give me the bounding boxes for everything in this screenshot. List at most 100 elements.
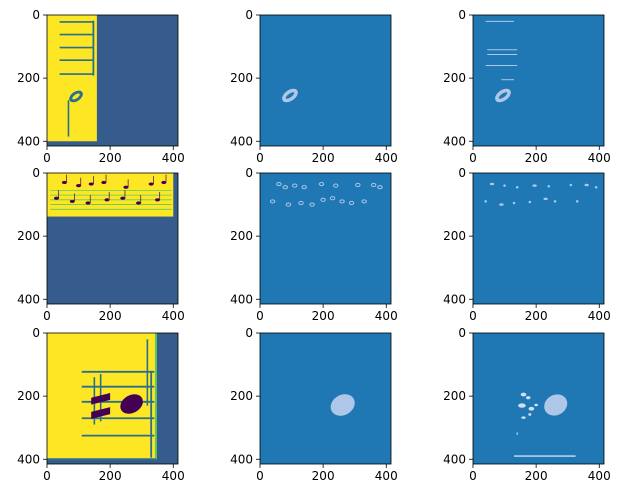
prediction-background xyxy=(473,333,604,464)
mask-blob xyxy=(355,182,361,188)
mask-blob xyxy=(309,202,315,207)
prediction-fragment xyxy=(526,396,531,400)
prediction-blob xyxy=(547,184,551,188)
x-tick-label: 200 xyxy=(99,469,122,483)
y-tick-label: 200 xyxy=(17,389,40,403)
prediction-blob xyxy=(553,200,557,203)
axes-frame xyxy=(259,172,392,305)
x-tick-label: 200 xyxy=(312,151,335,165)
note-head xyxy=(123,185,129,189)
y-tick-label: 200 xyxy=(17,71,40,85)
y-tick-label: 0 xyxy=(32,8,40,22)
x-tick-label: 0 xyxy=(469,309,477,323)
mask-blob xyxy=(276,181,282,187)
x-tick-label: 400 xyxy=(588,469,611,483)
accidental-bar xyxy=(91,407,111,419)
note-head xyxy=(101,180,107,185)
x-tick-label: 200 xyxy=(312,309,335,323)
paper-region xyxy=(47,15,97,142)
note-head xyxy=(88,182,94,186)
y-tick-label: 0 xyxy=(245,8,253,22)
x-tick-label: 200 xyxy=(525,469,548,483)
x-tick-label: 0 xyxy=(43,309,51,323)
prediction-fragment xyxy=(520,392,527,397)
x-tick-label: 0 xyxy=(43,151,51,165)
panel-image-music-notation-crop-input xyxy=(47,333,178,464)
y-tick-label: 0 xyxy=(245,326,253,340)
x-tick-label: 400 xyxy=(162,151,185,165)
x-tick-label: 400 xyxy=(588,309,611,323)
x-tick-label: 0 xyxy=(43,469,51,483)
prediction-blob xyxy=(532,184,537,187)
note-head xyxy=(120,196,126,200)
y-tick-label: 400 xyxy=(17,452,40,466)
axes-frame xyxy=(46,14,179,147)
mask-blob xyxy=(318,181,325,187)
note-head xyxy=(85,201,91,205)
mask-blob xyxy=(298,200,304,206)
y-tick-label: 400 xyxy=(230,134,253,148)
note-head xyxy=(161,180,167,185)
prediction-blob-hole xyxy=(498,92,508,99)
panel-image-music-notation-crop-input xyxy=(47,173,178,304)
y-tick-label: 200 xyxy=(443,229,466,243)
axes-frame xyxy=(472,332,605,465)
prediction-blob xyxy=(512,201,516,205)
x-tick-label: 200 xyxy=(312,469,335,483)
y-tick-label: 400 xyxy=(17,134,40,148)
note-head xyxy=(104,198,110,202)
panel-image-prediction xyxy=(473,15,604,146)
x-tick-label: 0 xyxy=(469,469,477,483)
panel-image-mask xyxy=(260,15,391,146)
mask-blob xyxy=(301,185,307,190)
prediction-background xyxy=(473,173,604,304)
x-tick-label: 200 xyxy=(99,309,122,323)
mask-blob xyxy=(339,199,345,204)
prediction-blob xyxy=(515,185,519,189)
mask-blob xyxy=(269,199,276,204)
x-tick-label: 0 xyxy=(256,469,264,483)
y-tick-label: 400 xyxy=(443,292,466,306)
y-tick-label: 400 xyxy=(17,292,40,306)
note-head xyxy=(120,394,143,414)
axes-frame xyxy=(46,172,179,305)
mask-blob xyxy=(320,197,326,202)
y-tick-label: 0 xyxy=(458,166,466,180)
x-tick-label: 400 xyxy=(588,151,611,165)
note-head xyxy=(154,198,161,202)
prediction-blob xyxy=(503,184,506,187)
note-head xyxy=(61,180,67,185)
x-tick-label: 0 xyxy=(469,151,477,165)
prediction-fragment xyxy=(521,416,526,419)
axes-frame xyxy=(259,14,392,147)
x-tick-label: 200 xyxy=(99,151,122,165)
panel-image-prediction xyxy=(473,173,604,304)
y-tick-label: 200 xyxy=(230,229,253,243)
y-tick-label: 200 xyxy=(230,389,253,403)
x-tick-label: 200 xyxy=(525,151,548,165)
panel-image-mask xyxy=(260,333,391,464)
y-tick-label: 400 xyxy=(443,134,466,148)
prediction-blob xyxy=(594,185,598,189)
axes-frame xyxy=(472,172,605,305)
note-head xyxy=(53,196,59,200)
x-tick-label: 400 xyxy=(162,469,185,483)
note-head xyxy=(76,184,82,188)
mask-background xyxy=(260,333,391,464)
prediction-blob xyxy=(584,183,589,187)
y-tick-label: 0 xyxy=(32,326,40,340)
prediction-blob xyxy=(543,197,548,201)
prediction-blob xyxy=(489,182,495,186)
panel-image-mask xyxy=(260,173,391,304)
mask-blob-hole xyxy=(285,92,295,99)
mask-blob xyxy=(333,183,339,188)
y-tick-label: 400 xyxy=(230,292,253,306)
x-tick-label: 200 xyxy=(525,309,548,323)
note-head-hollow xyxy=(72,93,80,100)
